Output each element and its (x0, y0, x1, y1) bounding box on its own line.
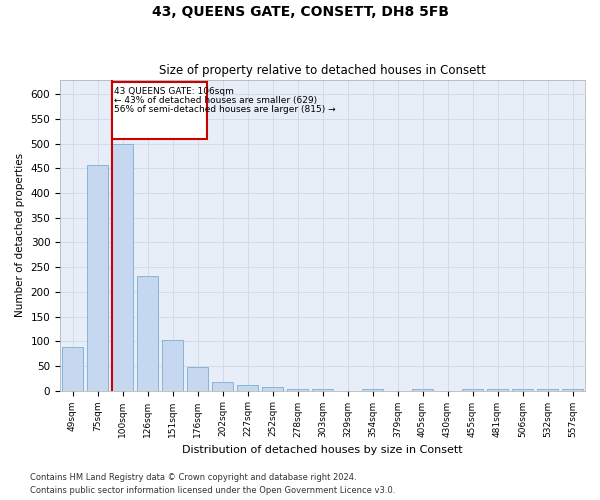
Bar (287, 389, 308, 390)
Text: 43 QUEENS GATE: 106sqm: 43 QUEENS GATE: 106sqm (115, 87, 234, 96)
Bar (512, 389, 533, 390)
Bar (112, 82, 207, 139)
Bar (112, 144, 133, 390)
Bar (562, 389, 583, 390)
Bar (412, 389, 433, 390)
Bar (87, 166, 108, 390)
Bar (212, 382, 233, 390)
Bar (462, 389, 483, 390)
Text: ← 43% of detached houses are smaller (629): ← 43% of detached houses are smaller (62… (115, 96, 317, 105)
X-axis label: Distribution of detached houses by size in Consett: Distribution of detached houses by size … (182, 445, 463, 455)
Bar (362, 389, 383, 390)
Bar (312, 389, 333, 390)
Text: Contains HM Land Registry data © Crown copyright and database right 2024.
Contai: Contains HM Land Registry data © Crown c… (30, 474, 395, 495)
Title: Size of property relative to detached houses in Consett: Size of property relative to detached ho… (159, 64, 486, 77)
Text: 56% of semi-detached houses are larger (815) →: 56% of semi-detached houses are larger (… (115, 104, 336, 114)
Bar (237, 384, 258, 390)
Bar (137, 276, 158, 390)
Bar (262, 387, 283, 390)
Y-axis label: Number of detached properties: Number of detached properties (15, 153, 25, 317)
Text: 43, QUEENS GATE, CONSETT, DH8 5FB: 43, QUEENS GATE, CONSETT, DH8 5FB (151, 5, 449, 19)
Bar (537, 389, 558, 390)
Bar (162, 340, 183, 390)
Bar (62, 347, 83, 391)
Bar (487, 389, 508, 390)
Bar (187, 368, 208, 390)
